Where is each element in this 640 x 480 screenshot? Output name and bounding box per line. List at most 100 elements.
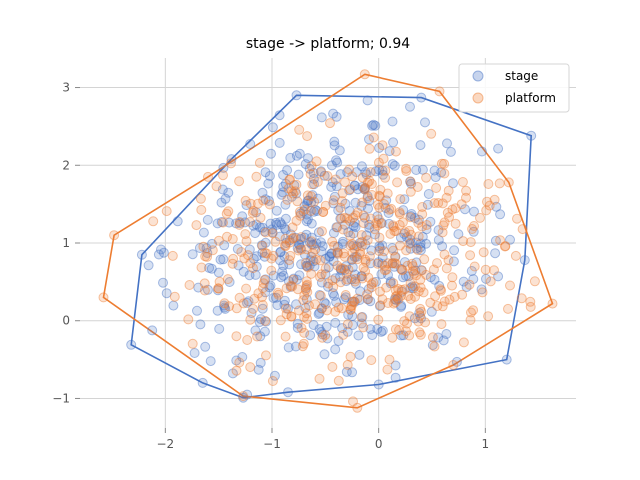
data-point-stage: [362, 95, 373, 106]
data-point-stage: [326, 181, 337, 192]
data-point-stage: [436, 167, 447, 178]
legend-marker-platform: [472, 92, 484, 104]
data-point-platform: [415, 282, 426, 293]
data-point-stage: [422, 199, 433, 210]
data-point-platform: [413, 231, 424, 242]
data-point-platform: [327, 275, 338, 286]
data-point-platform: [437, 198, 448, 209]
data-point-stage: [217, 184, 228, 195]
data-point-platform: [267, 376, 278, 386]
data-point-stage: [293, 169, 304, 180]
data-point-stage: [202, 214, 213, 225]
data-point-platform: [280, 241, 291, 252]
data-point-stage: [301, 216, 312, 227]
data-point-platform: [339, 212, 350, 223]
data-point-stage: [308, 256, 319, 267]
data-point-stage: [349, 297, 360, 307]
data-point-platform: [368, 277, 379, 288]
data-point-platform: [372, 258, 383, 269]
data-point-stage: [395, 232, 406, 243]
data-point-stage: [290, 232, 301, 243]
data-point-stage: [353, 330, 364, 341]
data-point-stage: [399, 257, 410, 268]
data-point-platform: [381, 264, 392, 275]
data-point-platform: [261, 248, 272, 259]
data-point-platform: [447, 280, 457, 291]
data-point-stage: [280, 224, 291, 235]
data-point-stage: [279, 223, 290, 234]
data-point-stage: [278, 181, 289, 192]
data-point-stage: [224, 217, 235, 228]
data-point-platform: [389, 226, 400, 237]
data-point-platform: [200, 251, 211, 262]
data-point-stage: [388, 137, 399, 148]
data-point-stage: [314, 324, 325, 335]
data-point-platform: [350, 274, 361, 284]
data-point-platform: [352, 293, 363, 304]
data-point-stage: [207, 238, 217, 249]
data-point-stage: [268, 270, 279, 281]
y-tick-label: 3: [62, 81, 70, 95]
data-point-stage: [433, 235, 444, 245]
data-point-platform: [393, 284, 404, 294]
data-point-stage: [291, 188, 302, 199]
data-point-stage: [433, 225, 444, 236]
data-point-stage: [348, 228, 359, 239]
data-point-platform: [309, 196, 320, 207]
data-point-platform: [259, 275, 270, 285]
data-points: [98, 69, 558, 413]
data-point-platform: [343, 264, 354, 275]
data-point-stage: [389, 294, 400, 305]
data-point-stage: [329, 290, 340, 301]
data-point-stage: [340, 219, 350, 230]
data-point-platform: [395, 194, 406, 205]
data-point-stage: [361, 169, 372, 180]
data-point-stage: [302, 261, 313, 272]
data-point-stage: [244, 270, 255, 281]
data-point-stage: [495, 209, 506, 220]
data-point-stage: [331, 111, 342, 122]
data-point-stage: [265, 280, 276, 291]
data-point-stage: [396, 264, 407, 274]
data-point-platform: [413, 286, 424, 297]
data-point-stage: [272, 300, 283, 311]
data-point-stage: [328, 228, 339, 238]
data-point-stage: [291, 274, 302, 285]
data-point-stage: [300, 159, 311, 170]
legend-box: [458, 63, 570, 113]
data-point-platform: [495, 235, 506, 246]
data-point-platform: [367, 190, 377, 200]
data-point-stage: [264, 171, 275, 181]
data-point-platform: [261, 350, 271, 361]
data-point-stage: [501, 354, 512, 365]
data-point-platform: [525, 301, 536, 312]
data-point-platform: [349, 296, 359, 307]
data-point-platform: [231, 331, 242, 342]
data-point-stage: [316, 166, 326, 177]
data-point-stage: [251, 261, 262, 272]
data-point-stage: [411, 165, 422, 175]
data-point-platform: [275, 315, 286, 326]
data-point-stage: [251, 219, 262, 230]
data-point-stage: [429, 274, 440, 285]
data-point-platform: [218, 170, 228, 181]
data-point-platform: [357, 236, 367, 247]
data-point-stage: [274, 110, 285, 121]
data-point-platform: [241, 236, 252, 247]
data-point-platform: [317, 303, 327, 314]
data-point-stage: [415, 245, 426, 256]
data-point-platform: [273, 289, 284, 300]
data-point-stage: [367, 330, 378, 341]
data-point-platform: [342, 319, 353, 330]
data-point-stage: [153, 249, 164, 260]
data-point-platform: [327, 236, 338, 247]
data-point-platform: [300, 284, 311, 295]
data-point-platform: [372, 220, 383, 231]
data-point-stage: [423, 189, 434, 199]
data-point-stage: [378, 169, 388, 180]
data-point-platform: [362, 193, 373, 204]
data-point-stage: [269, 370, 280, 381]
data-point-stage: [289, 180, 300, 191]
data-point-platform: [483, 179, 494, 189]
data-point-stage: [259, 226, 270, 237]
